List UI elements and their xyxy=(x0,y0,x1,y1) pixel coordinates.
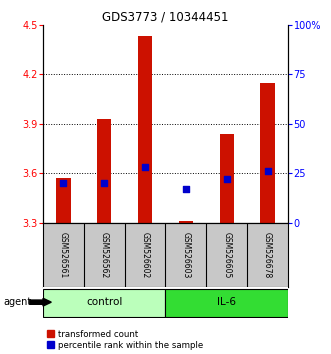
Bar xyxy=(43,289,166,316)
Point xyxy=(224,176,229,182)
Text: GSM526678: GSM526678 xyxy=(263,232,272,278)
Bar xyxy=(56,178,71,223)
Text: GSM526562: GSM526562 xyxy=(100,232,109,278)
Point xyxy=(61,180,66,186)
Bar xyxy=(138,36,152,223)
Title: GDS3773 / 10344451: GDS3773 / 10344451 xyxy=(102,11,229,24)
Bar xyxy=(97,119,112,223)
Bar xyxy=(260,82,275,223)
Point xyxy=(142,165,148,170)
Text: GSM526605: GSM526605 xyxy=(222,232,231,278)
Bar xyxy=(219,134,234,223)
Bar xyxy=(179,221,193,223)
Point xyxy=(102,180,107,186)
Point xyxy=(265,169,270,174)
Text: control: control xyxy=(86,297,122,307)
Text: GSM526561: GSM526561 xyxy=(59,232,68,278)
Legend: transformed count, percentile rank within the sample: transformed count, percentile rank withi… xyxy=(47,330,203,350)
Point xyxy=(183,186,189,192)
Text: IL-6: IL-6 xyxy=(217,297,236,307)
Text: GSM526602: GSM526602 xyxy=(141,232,150,278)
Bar xyxy=(166,289,288,316)
Text: GSM526603: GSM526603 xyxy=(181,232,190,278)
Text: agent: agent xyxy=(3,297,31,307)
